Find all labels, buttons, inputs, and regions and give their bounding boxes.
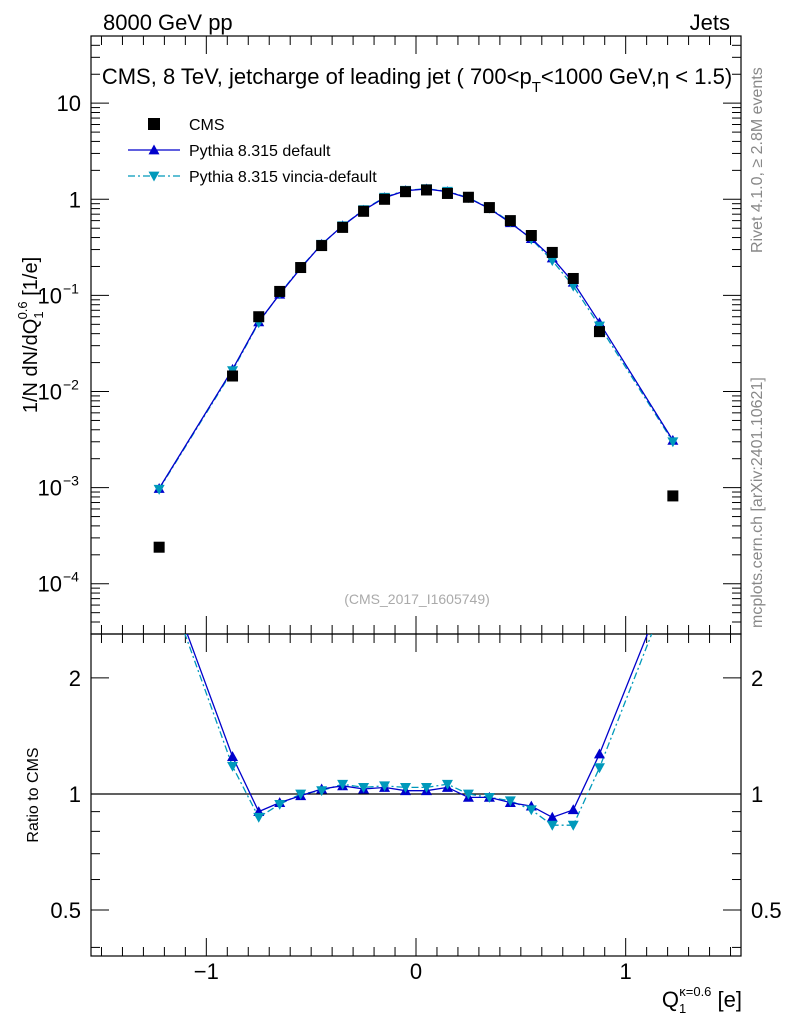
point-cms: [337, 221, 349, 233]
point-vincia: [546, 256, 558, 267]
ratio-point-vincia: [253, 812, 265, 823]
point-cms: [316, 240, 328, 252]
ratio-point-vincia: [154, 557, 165, 567]
ratio-point-pythia-default: [593, 748, 605, 759]
point-cms: [546, 246, 558, 258]
point-cms: [400, 186, 412, 198]
ratio-point-vincia: [274, 799, 286, 810]
point-cms: [667, 490, 679, 502]
legend-label: CMS: [189, 117, 225, 134]
main-y-tick-exponent: −2: [63, 377, 79, 393]
x-axis-label: Q1κ=0.6 [e]: [662, 984, 742, 1016]
main-y-tick-label: 10: [38, 476, 62, 501]
ratio-point-vincia: [379, 781, 391, 792]
ratio-point-vincia: [316, 786, 328, 797]
x-tick-label: 0: [410, 959, 422, 984]
ratio-y-tick-label-right: 2: [751, 666, 763, 691]
main-y-tick-exponent: −4: [63, 569, 79, 585]
ratio-y-tick-label-right: 1: [751, 782, 763, 807]
ratio-point-vincia: [420, 783, 432, 793]
point-cms: [420, 184, 432, 196]
legend-marker-pythia-default: [148, 144, 160, 155]
legend-label: Pythia 8.315 default: [189, 143, 331, 160]
point-cms: [295, 262, 307, 274]
ratio-point-vincia: [227, 761, 239, 772]
series-line-vincia: [158, 188, 674, 490]
legend-marker-cms: [148, 118, 160, 130]
point-cms: [274, 285, 286, 297]
ratio-point-pythia-default: [667, 565, 678, 575]
main-y-tick-label: 10: [38, 572, 62, 597]
ratio-frame: [90, 633, 742, 957]
point-vincia: [567, 281, 579, 292]
point-cms: [593, 326, 605, 338]
header-right: Jets: [690, 10, 730, 35]
point-cms: [227, 370, 239, 382]
main-y-tick-label: 10: [38, 283, 62, 308]
rivet-label: Rivet 4.1.0, ≥ 2.8M events: [749, 67, 766, 253]
legend-label: Pythia 8.315 vincia-default: [189, 169, 377, 186]
mcplots-label: mcplots.cern.ch [arXiv:2401.10621]: [749, 377, 766, 628]
point-cms: [441, 187, 453, 199]
ratio-point-vincia: [441, 779, 453, 790]
x-tick-label: 1: [620, 959, 632, 984]
ratio-point-vincia: [667, 575, 678, 585]
legend: CMS Pythia 8.315 default Pythia 8.315 vinc…: [128, 117, 377, 186]
x-tick-label: −1: [194, 959, 219, 984]
point-cms: [504, 215, 516, 227]
point-cms: [379, 193, 391, 205]
ratio-point-pythia-default: [154, 552, 165, 562]
plot-title: CMS, 8 TeV, jetcharge of leading jet ( 7…: [102, 64, 732, 96]
legend-marker-vincia: [148, 171, 160, 182]
ratio-point-vincia: [483, 792, 495, 803]
point-vincia: [667, 437, 679, 448]
ratio-point-vincia: [337, 779, 349, 790]
main-y-tick-label: 10: [38, 380, 62, 405]
ratio-point-vincia: [525, 805, 537, 816]
ratio-y-tick-label-left: 2: [69, 666, 81, 691]
ratio-y-tick-label-left: 0.5: [50, 898, 81, 923]
point-cms: [567, 272, 579, 284]
ratio-point-vincia: [400, 783, 412, 793]
point-cms: [525, 230, 537, 242]
main-y-axis-label: 1/N dN/dQ10.6 [1/e]: [15, 257, 46, 413]
ratio-point-pythia-default: [546, 811, 558, 822]
ratio-point-vincia: [295, 789, 307, 800]
main-y-tick-label: 10: [57, 91, 81, 116]
series-line-pythia-default: [158, 188, 674, 489]
ratio-point-vincia: [546, 820, 558, 831]
ratio-point-vincia: [593, 763, 605, 774]
point-cms: [483, 202, 495, 214]
ratio-point-vincia: [567, 820, 579, 831]
ratio-point-vincia: [504, 796, 516, 807]
ratio-y-tick-label-right: 0.5: [751, 898, 782, 923]
header-left: 8000 GeV pp: [103, 10, 233, 35]
main-y-tick-label: 1: [69, 187, 81, 212]
ratio-point-vincia: [462, 789, 474, 800]
point-cms: [358, 205, 370, 217]
point-cms: [253, 311, 265, 323]
ratio-y-tick-label-left: 1: [69, 782, 81, 807]
point-cms: [153, 541, 165, 553]
main-y-tick-exponent: −1: [63, 280, 79, 296]
main-y-tick-exponent: −3: [63, 473, 79, 489]
ratio-point-vincia: [358, 783, 370, 793]
point-cms: [462, 191, 474, 203]
ratio-point-pythia-default: [567, 804, 579, 815]
ratio-series-group: [154, 552, 678, 831]
ratio-panel: −1 0 1 0.5 0.5 1 1 2 2: [50, 552, 782, 984]
ratio-point-pythia-default: [227, 751, 239, 762]
ratio-y-axis-label: Ratio to CMS: [25, 747, 42, 842]
analysis-watermark: (CMS_2017_I1605749): [344, 591, 490, 607]
point-vincia: [153, 484, 165, 495]
